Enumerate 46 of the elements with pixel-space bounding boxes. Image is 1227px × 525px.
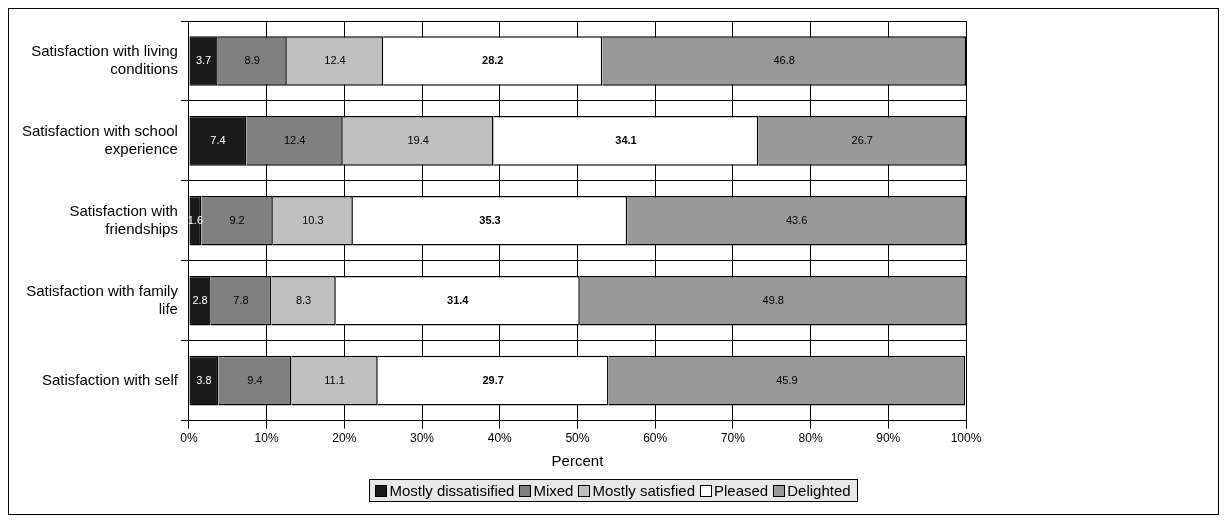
data-label: 43.6: [785, 213, 808, 226]
y-tick-label: Satisfaction with school experience: [21, 122, 178, 158]
y-tick-label: Satisfaction with self: [42, 370, 179, 388]
data-label: 3.7: [195, 53, 212, 66]
data-label: 46.8: [773, 53, 795, 66]
data-label: 10.3: [302, 213, 324, 226]
data-label: 8.9: [244, 53, 260, 66]
x-tick-label: 90%: [876, 431, 901, 446]
y-tick-label: Satisfaction with friendships: [69, 201, 178, 237]
data-label: 7.4: [210, 133, 226, 146]
data-label: 8.3: [295, 293, 312, 306]
x-tick-label: 70%: [720, 431, 746, 446]
x-tick-label: 100%: [950, 431, 982, 446]
data-label: 29.7: [482, 373, 504, 386]
legend-label: Mostly satisfied: [592, 482, 695, 499]
legend-label: Pleased: [714, 482, 769, 499]
data-label: 12.4: [324, 53, 346, 66]
x-tick-label: 30%: [410, 431, 435, 446]
data-label: 3.8: [196, 373, 212, 386]
x-axis-title: Percent: [551, 452, 605, 470]
x-tick-label: 80%: [798, 431, 823, 446]
y-tick-label: Satisfaction with living conditions: [31, 42, 178, 78]
legend-label: Mostly dissatisified: [389, 482, 515, 499]
x-tick-label: 0%: [180, 431, 198, 446]
data-label: 35.3: [479, 213, 501, 226]
x-tick-label: 60%: [643, 431, 668, 446]
y-tick-label: Satisfaction with family life: [26, 281, 179, 317]
legend-label: Delighted: [787, 482, 851, 499]
x-tick-label: 10%: [254, 431, 279, 446]
data-label: 49.8: [762, 293, 784, 306]
data-label: 9.2: [229, 213, 245, 226]
data-label: 26.7: [851, 133, 873, 146]
x-tick-label: 40%: [487, 431, 513, 446]
data-label: 34.1: [615, 133, 637, 146]
data-label: 19.4: [407, 133, 429, 146]
data-label: 11.1: [324, 373, 345, 386]
data-label: 28.2: [482, 53, 504, 66]
data-label: 12.4: [283, 133, 306, 146]
data-label: 7.8: [233, 293, 249, 306]
legend-label: Mixed: [533, 482, 574, 499]
data-label: 9.4: [247, 373, 263, 386]
x-tick-label: 50%: [565, 431, 590, 446]
x-tick-label: 20%: [332, 431, 357, 446]
data-label: 2.8: [192, 293, 208, 306]
data-label: 31.4: [447, 293, 470, 306]
data-label: 45.9: [776, 373, 798, 386]
